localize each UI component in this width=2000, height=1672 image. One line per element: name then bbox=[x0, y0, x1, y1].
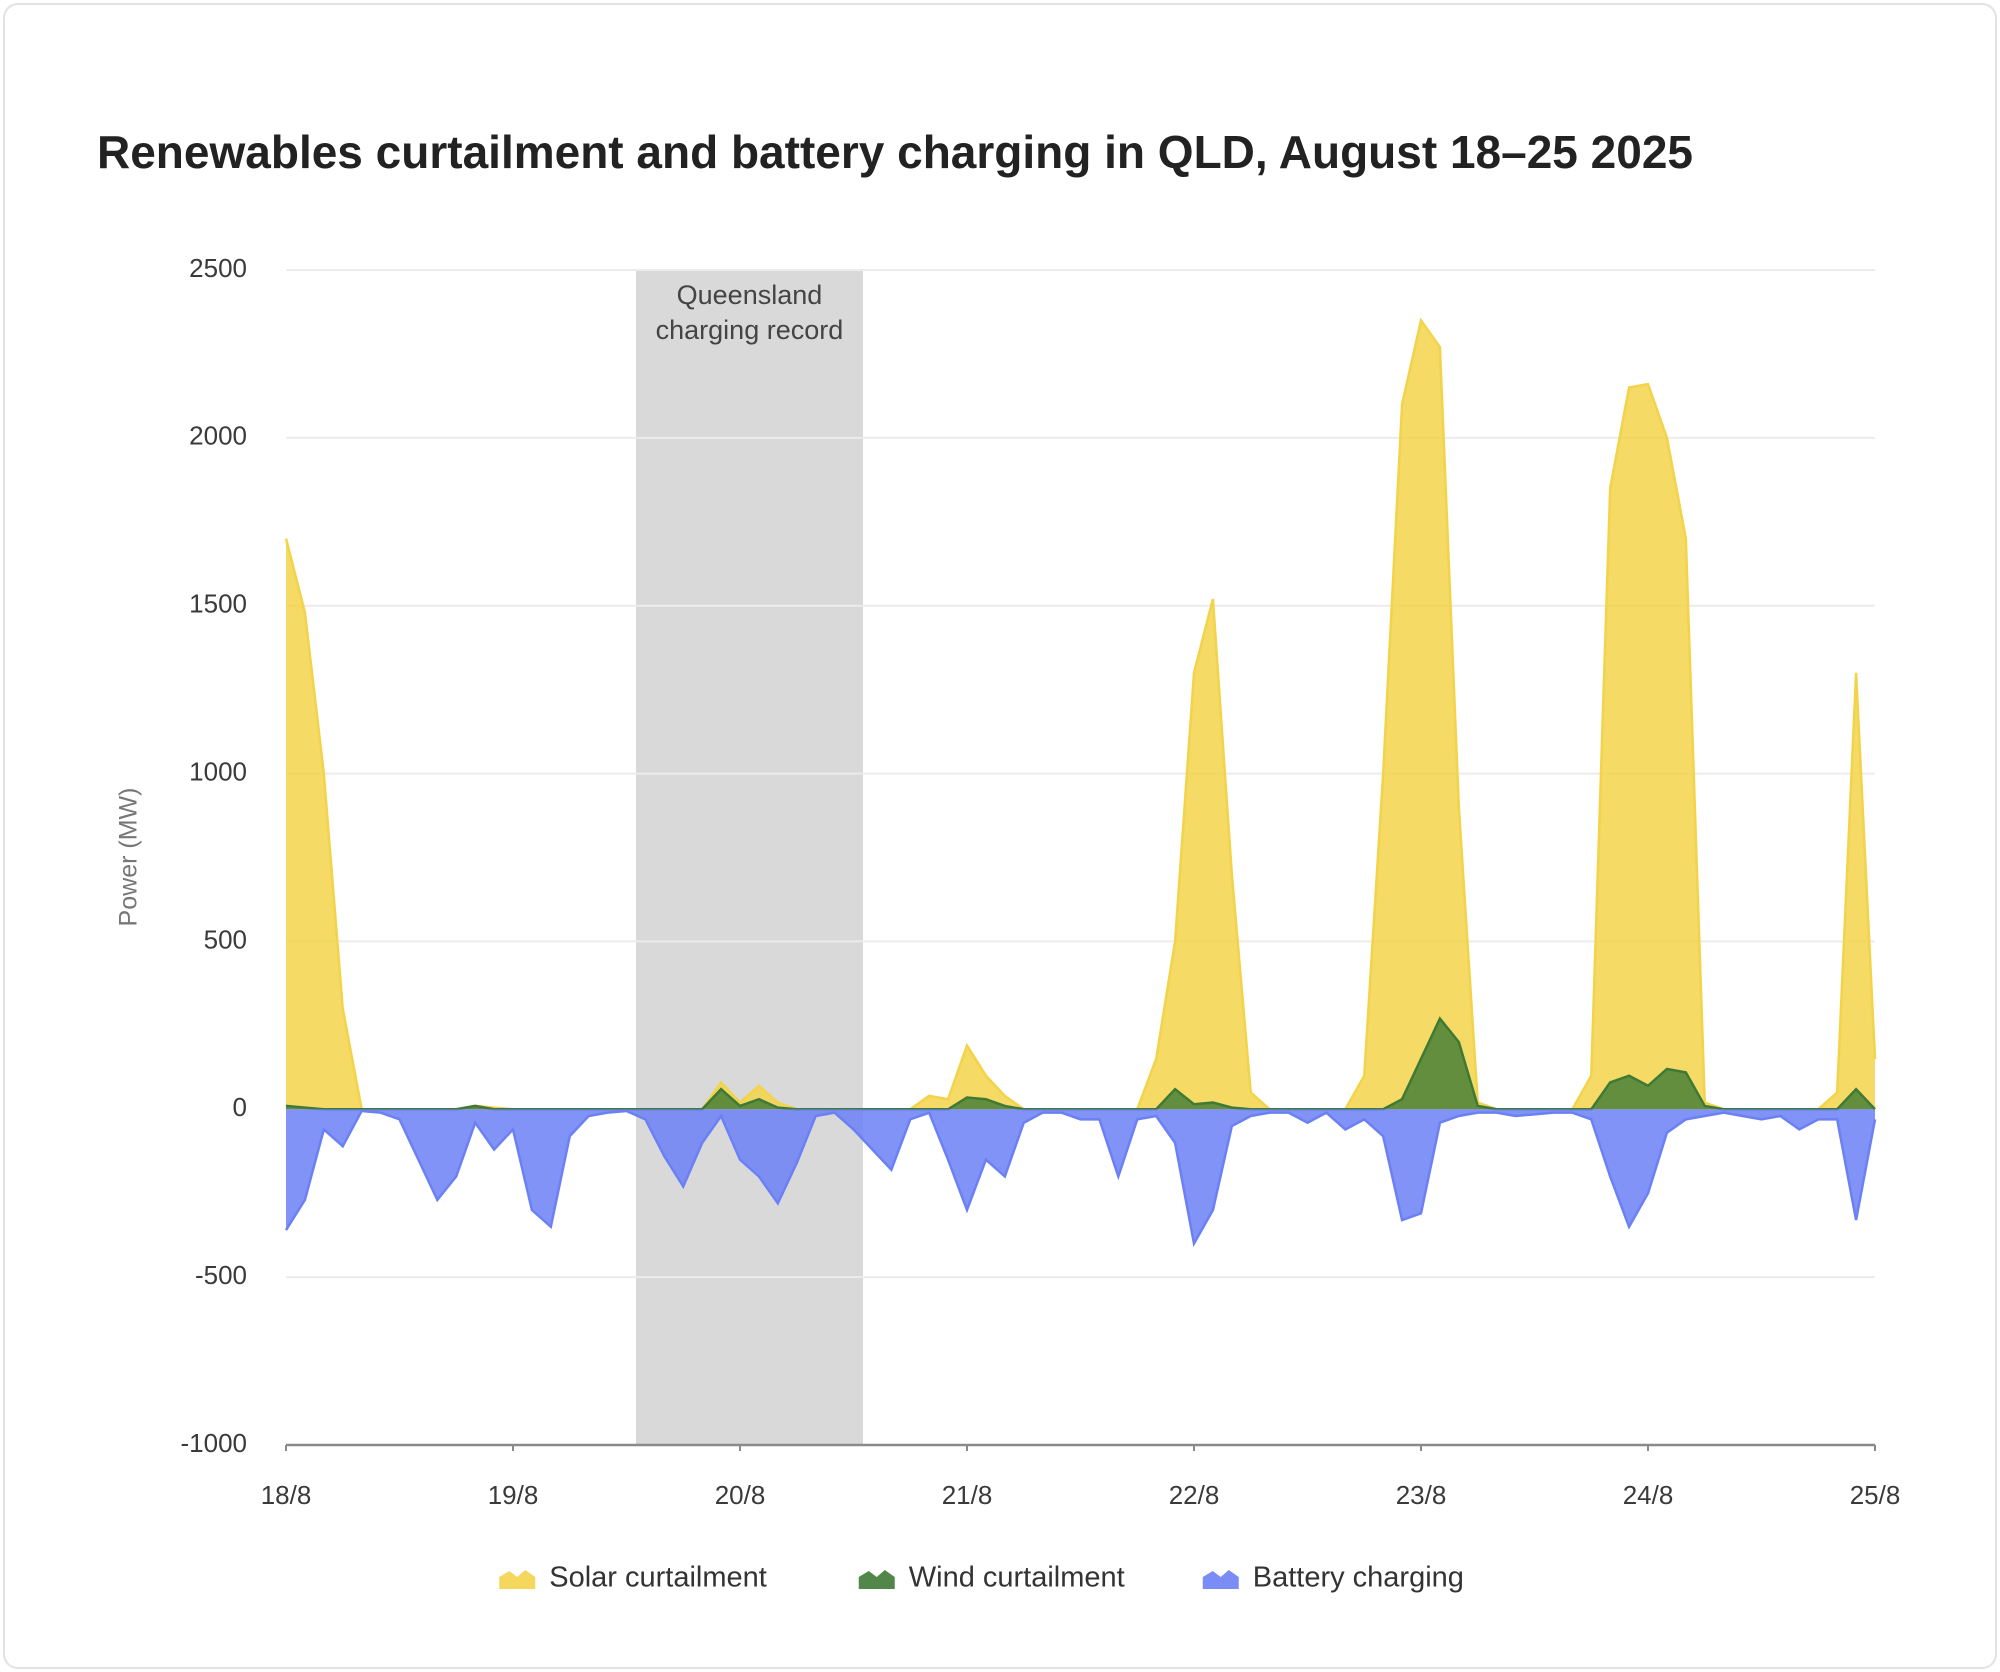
y-tick-label: -500 bbox=[195, 1260, 247, 1290]
area bbox=[286, 1109, 1875, 1244]
highlight-band bbox=[635, 270, 863, 1445]
x-tick-label: 18/8 bbox=[261, 1480, 312, 1510]
legend-swatch bbox=[1202, 1570, 1239, 1589]
legend-swatch bbox=[499, 1570, 536, 1589]
x-tick-label: 21/8 bbox=[942, 1480, 993, 1510]
annotation: charging record bbox=[656, 315, 844, 345]
legend-label: Solar curtailment bbox=[549, 1562, 767, 1594]
x-tick-label: 24/8 bbox=[1623, 1480, 1674, 1510]
x-tick-label: 23/8 bbox=[1396, 1480, 1447, 1510]
chart-title: Renewables curtailment and battery charg… bbox=[97, 126, 1693, 178]
x-tick-label: 25/8 bbox=[1850, 1480, 1901, 1510]
y-tick-label: 1500 bbox=[189, 589, 247, 619]
x-tick-label: 20/8 bbox=[715, 1480, 766, 1510]
legend-swatch bbox=[858, 1570, 895, 1589]
y-tick-label: 500 bbox=[204, 924, 247, 954]
x-tick-label: 19/8 bbox=[488, 1480, 539, 1510]
y-tick-label: 0 bbox=[233, 1092, 247, 1122]
legend-label: Battery charging bbox=[1253, 1562, 1464, 1594]
area-line bbox=[284, 1109, 1877, 1248]
y-tick-label: -1000 bbox=[181, 1428, 248, 1458]
x-tick-label: 22/8 bbox=[1169, 1480, 1220, 1510]
y-tick-label: 2000 bbox=[189, 421, 247, 451]
annotation: Queensland bbox=[677, 280, 823, 310]
y-axis-title: Power (MW) bbox=[115, 788, 143, 927]
card bbox=[3, 3, 1997, 1669]
y-tick-label: 2500 bbox=[189, 253, 247, 283]
legend-label: Wind curtailment bbox=[909, 1562, 1125, 1594]
y-tick-label: 1000 bbox=[189, 756, 247, 786]
